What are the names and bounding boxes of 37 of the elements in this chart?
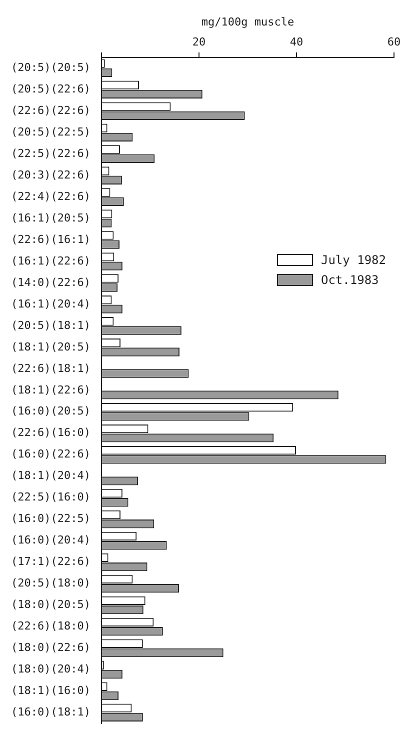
y-tick-label: (16:0)(18:1) xyxy=(10,706,90,719)
y-tick-label: (16:0)(22:5) xyxy=(10,512,90,526)
x-tick-label: 20 xyxy=(192,36,206,49)
y-tick-label: (16:0)(20:5) xyxy=(10,404,90,418)
y-tick-label: (18:0)(22:6) xyxy=(10,641,90,654)
y-tick-label: (20:3)(22:6) xyxy=(10,168,90,182)
y-tick-label: (22:6)(16:1) xyxy=(10,232,90,246)
y-tick-label: (18:1)(16:0) xyxy=(10,684,90,698)
y-tick-label: (14:0)(22:6) xyxy=(10,276,90,289)
y-tick-label: (18:1)(22:6) xyxy=(10,383,90,396)
y-tick-label: (22:5)(22:6) xyxy=(10,146,90,160)
y-tick-label: (16:1)(20:5) xyxy=(10,211,90,224)
y-tick-label: (20:5)(20:5) xyxy=(10,61,90,74)
y-tick-label: (18:0)(20:5) xyxy=(10,598,90,612)
y-tick-label: (20:5)(22:5) xyxy=(10,125,90,138)
y-tick-label: (18:1)(20:5) xyxy=(10,340,90,354)
y-tick-label: (22:6)(16:0) xyxy=(10,426,90,440)
y-tick-label: (17:1)(22:6) xyxy=(10,555,90,568)
y-tick-label: (22:6)(18:0) xyxy=(10,620,90,633)
x-tick-label: 40 xyxy=(290,36,304,49)
y-tick-label: (22:5)(16:0) xyxy=(10,490,90,504)
y-tick-label: (16:1)(20:4) xyxy=(10,297,90,310)
y-tick-label: (22:6)(18:1) xyxy=(10,362,90,375)
legend-label: Oct.1983 xyxy=(320,273,379,287)
y-tick-label: (16:0)(20:4) xyxy=(10,534,90,547)
y-tick-label: (16:1)(22:6) xyxy=(10,254,90,268)
x-axis-title: mg/100g muscle xyxy=(201,15,294,28)
y-tick-label: (20:5)(18:0) xyxy=(10,576,90,590)
text: July 1982 xyxy=(320,253,386,267)
y-tick-label: (20:5)(18:1) xyxy=(10,318,90,332)
y-tick-label: (18:0)(20:4) xyxy=(10,662,90,676)
y-tick-label: (20:5)(22:6) xyxy=(10,82,90,96)
y-tick-label: (18:1)(20:4) xyxy=(10,469,90,482)
y-tick-label: (22:4)(22:6) xyxy=(10,190,90,203)
x-tick-label: 60 xyxy=(387,36,401,49)
y-tick-label: (16:0)(22:6) xyxy=(10,448,90,461)
y-tick-label: (22:6)(22:6) xyxy=(10,104,90,117)
